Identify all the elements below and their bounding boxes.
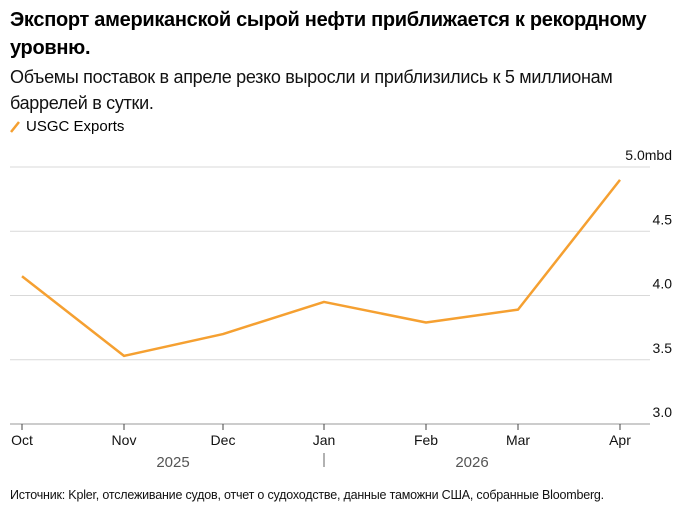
legend: USGC Exports bbox=[10, 118, 124, 135]
year-label: 2025 bbox=[156, 454, 189, 471]
source-note: Источник: Kpler, отслеживание судов, отч… bbox=[10, 488, 604, 502]
x-tick-label: Nov bbox=[112, 432, 137, 448]
legend-label: USGC Exports bbox=[26, 118, 125, 135]
x-tick-label: Mar bbox=[506, 432, 530, 448]
y-tick-label: 4.0 bbox=[653, 276, 673, 292]
legend-line-icon bbox=[10, 120, 20, 133]
x-tick-label: Oct bbox=[11, 432, 33, 448]
chart-subtitle: Объемы поставок в апреле резко выросли и… bbox=[10, 67, 613, 113]
y-tick-label: 3.0 bbox=[653, 404, 673, 420]
year-label: 2026 bbox=[455, 454, 488, 471]
x-tick-label: Feb bbox=[414, 432, 438, 448]
y-tick-label: 5.0mbd bbox=[625, 147, 672, 163]
y-tick-label: 4.5 bbox=[653, 211, 673, 227]
series-line-usgc-exports bbox=[21, 179, 621, 358]
chart-title: Экспорт американской сырой нефти приближ… bbox=[10, 9, 647, 59]
line-chart: 3.0 3.5 4.0 4.5 5.0mbd Oct Nov Dec Jan Feb Mar Apr 2… bbox=[10, 147, 673, 471]
x-tick-label: Dec bbox=[211, 432, 236, 448]
x-tick-label: Jan bbox=[313, 432, 336, 448]
y-tick-label: 3.5 bbox=[653, 340, 673, 356]
x-tick-label: Apr bbox=[609, 432, 631, 448]
